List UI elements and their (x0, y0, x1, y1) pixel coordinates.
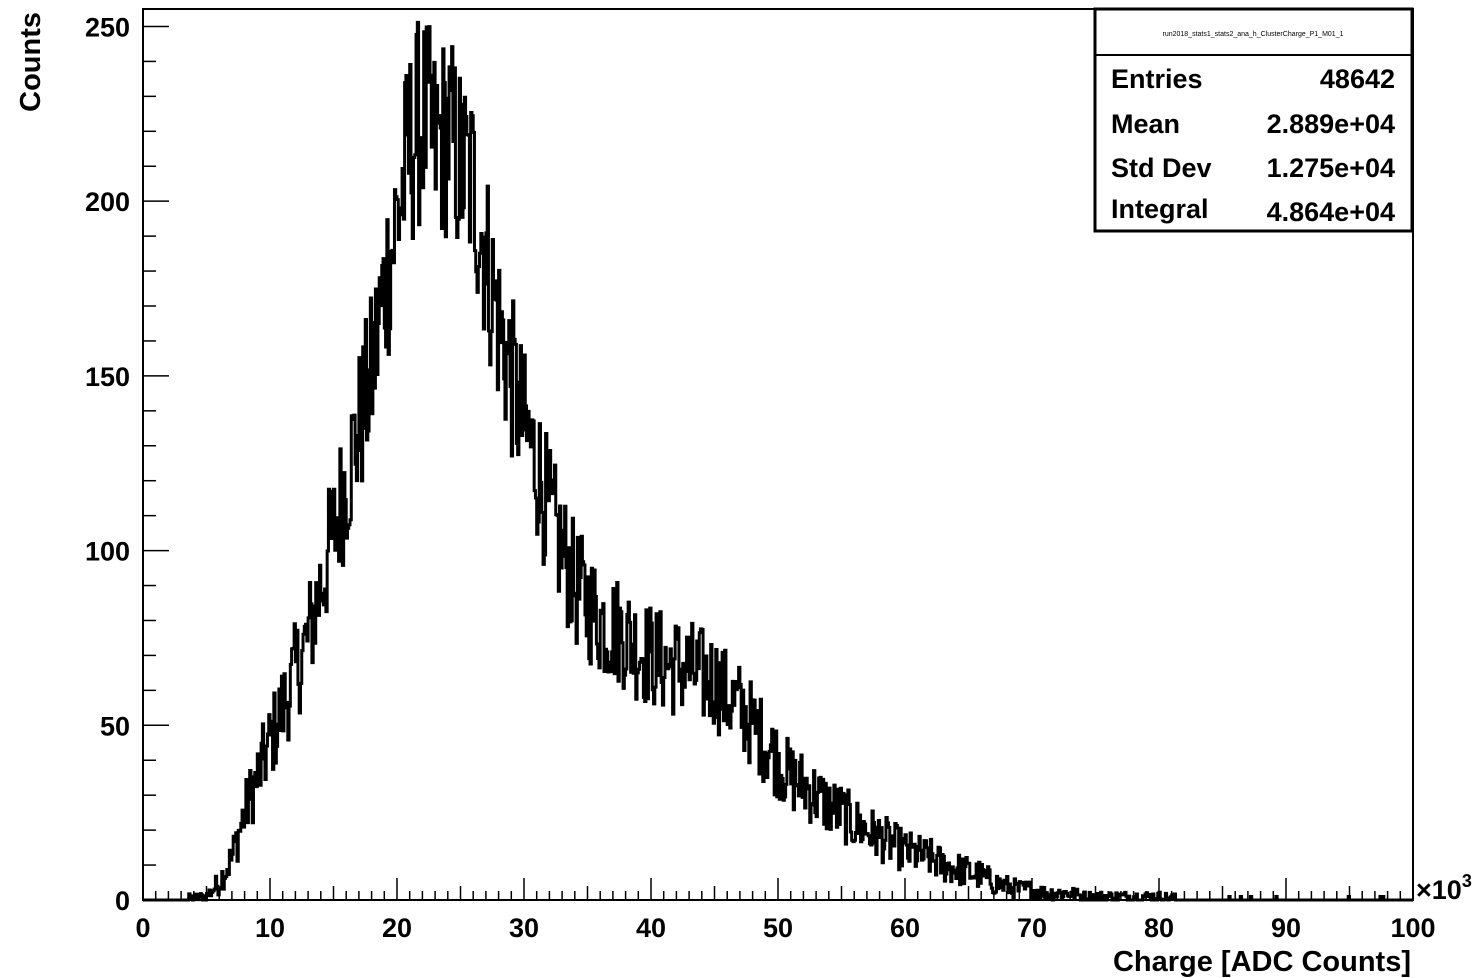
stats-integral-value: 4.864e+04 (1267, 197, 1395, 227)
stats-integral-label: Integral (1111, 194, 1209, 224)
x-tick-label: 20 (382, 913, 412, 943)
x-axis-exponent: ×103 (1416, 871, 1472, 905)
x-axis-exponent-power: 3 (1462, 871, 1472, 891)
x-tick-label: 100 (1390, 913, 1435, 943)
y-tick-label: 100 (85, 537, 130, 567)
stats-entries-label: Entries (1111, 64, 1203, 94)
stats-box: run2018_stats1_stats2_ana_h_ClusterCharg… (1093, 7, 1414, 233)
x-tick-label: 70 (1017, 913, 1047, 943)
y-tick-label: 150 (85, 362, 130, 392)
x-axis-ticks: 0 10 20 30 40 50 60 70 80 90 100 (135, 878, 1436, 943)
x-tick-label: 50 (763, 913, 793, 943)
y-tick-label: 0 (115, 886, 130, 916)
y-tick-label: 200 (85, 187, 130, 217)
stats-stddev-label: Std Dev (1111, 153, 1212, 183)
stats-box-frame (1093, 7, 1414, 233)
x-tick-label: 60 (890, 913, 920, 943)
x-tick-label: 90 (1271, 913, 1301, 943)
stats-box-title: run2018_stats1_stats2_ana_h_ClusterCharg… (1163, 31, 1344, 38)
y-axis-ticks: 0 50 100 150 200 250 (85, 12, 169, 916)
stats-stddev-value: 1.275e+04 (1267, 153, 1395, 183)
x-axis-exponent-base: ×10 (1416, 875, 1462, 905)
y-axis-title: Counts (15, 12, 47, 112)
stats-mean-label: Mean (1111, 109, 1180, 139)
y-tick-label: 50 (100, 711, 130, 741)
x-axis-title: Charge [ADC Counts] (1113, 946, 1411, 978)
x-tick-label: 30 (509, 913, 539, 943)
x-tick-label: 10 (255, 913, 285, 943)
histogram-line (143, 20, 1413, 902)
x-tick-label: 0 (135, 913, 150, 943)
stats-entries-value: 48642 (1320, 64, 1395, 94)
x-tick-label: 80 (1144, 913, 1174, 943)
y-tick-label: 250 (85, 12, 130, 42)
stats-mean-value: 2.889e+04 (1267, 109, 1395, 139)
x-tick-label: 40 (636, 913, 666, 943)
